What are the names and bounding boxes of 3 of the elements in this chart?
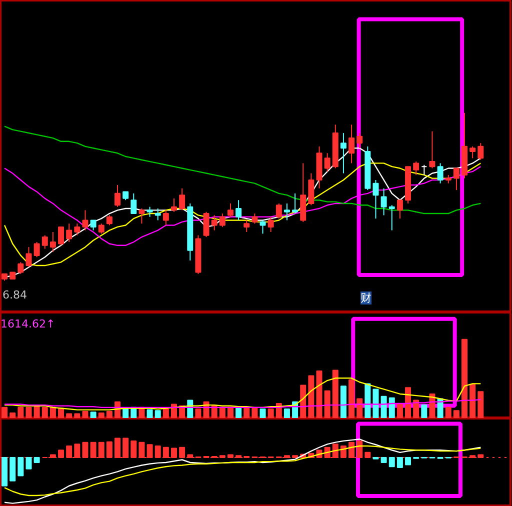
- text: 财: [360, 292, 372, 304]
- text: 6.84: [2, 288, 27, 302]
- text: 1614.62↑: [0, 318, 56, 330]
